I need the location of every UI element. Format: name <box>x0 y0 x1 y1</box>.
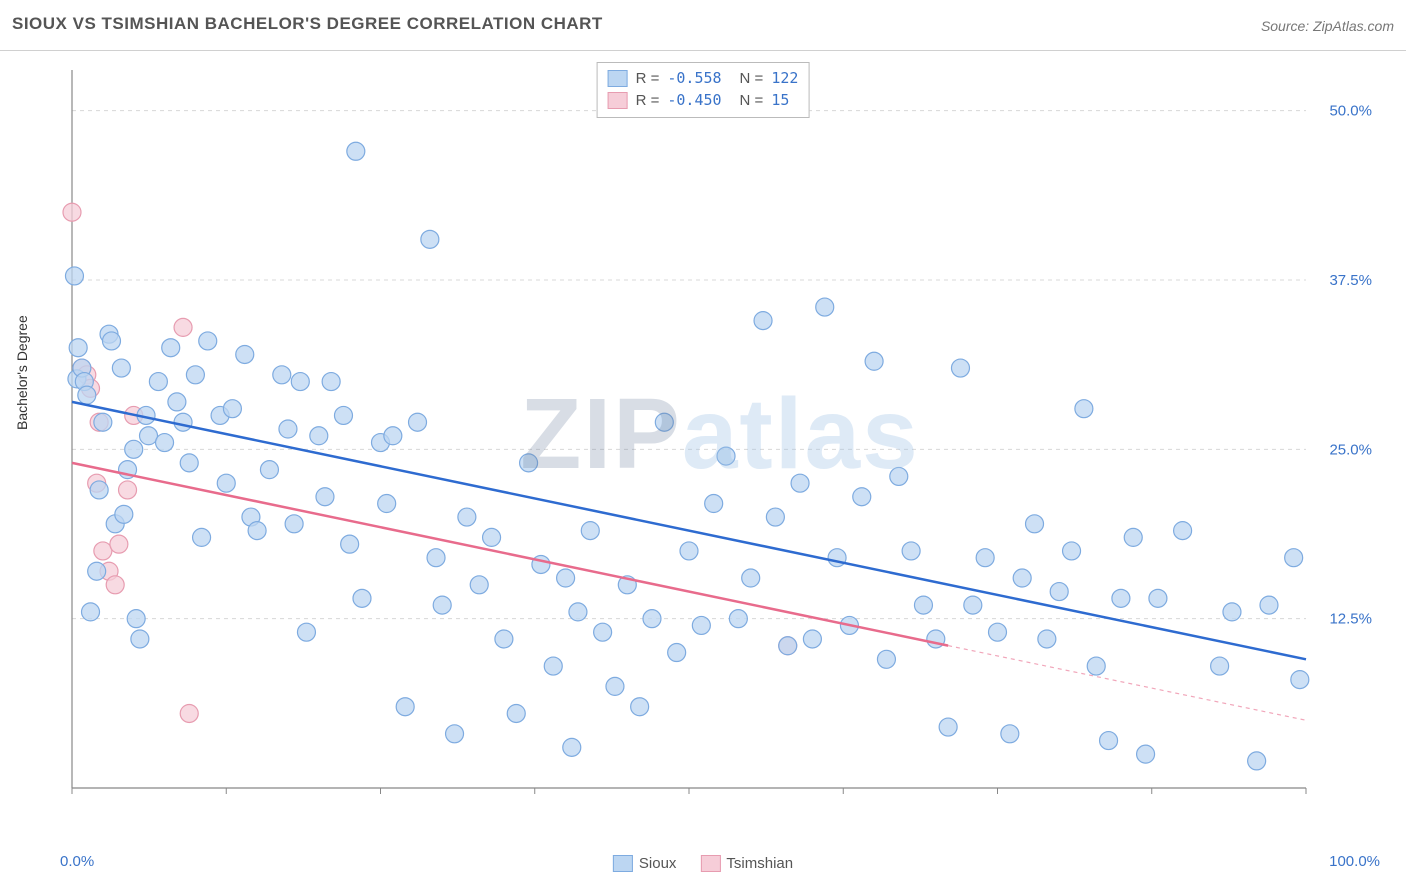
svg-text:12.5%: 12.5% <box>1329 611 1372 628</box>
y-axis-label: Bachelor's Degree <box>14 315 30 430</box>
legend-n-value-sioux: 122 <box>771 69 798 87</box>
plot-area: 12.5%25.0%37.5%50.0% ZIPatlas <box>60 60 1380 820</box>
swatch-tsimshian <box>700 855 720 872</box>
legend-r-label: R = <box>636 70 660 87</box>
legend-n-label: N = <box>740 70 764 87</box>
series-legend: Sioux Tsimshian <box>613 855 793 872</box>
legend-r-value-tsimshian: -0.450 <box>667 91 721 109</box>
source-label: Source: ZipAtlas.com <box>1261 18 1394 34</box>
svg-text:37.5%: 37.5% <box>1329 272 1372 289</box>
legend-n-value-tsimshian: 15 <box>771 91 789 109</box>
svg-text:25.0%: 25.0% <box>1329 441 1372 458</box>
swatch-sioux <box>608 70 628 87</box>
svg-text:50.0%: 50.0% <box>1329 103 1372 120</box>
legend-row-tsimshian: R = -0.450 N = 15 <box>608 89 799 111</box>
series-legend-label: Sioux <box>639 855 677 872</box>
legend-r-label: R = <box>636 92 660 109</box>
series-legend-tsimshian: Tsimshian <box>700 855 793 872</box>
chart-title: SIOUX VS TSIMSHIAN BACHELOR'S DEGREE COR… <box>12 14 603 34</box>
x-axis-max-label: 100.0% <box>1329 853 1380 870</box>
series-legend-sioux: Sioux <box>613 855 677 872</box>
correlation-legend: R = -0.558 N = 122 R = -0.450 N = 15 <box>597 62 810 118</box>
scatter-plot-svg: 12.5% 25.0% 37.5% 50.0% <box>60 60 1380 820</box>
swatch-sioux <box>613 855 633 872</box>
x-axis-min-label: 0.0% <box>60 853 94 870</box>
swatch-tsimshian <box>608 92 628 109</box>
legend-n-label: N = <box>740 92 764 109</box>
legend-row-sioux: R = -0.558 N = 122 <box>608 67 799 89</box>
legend-r-value-sioux: -0.558 <box>667 69 721 87</box>
series-legend-label: Tsimshian <box>726 855 793 872</box>
